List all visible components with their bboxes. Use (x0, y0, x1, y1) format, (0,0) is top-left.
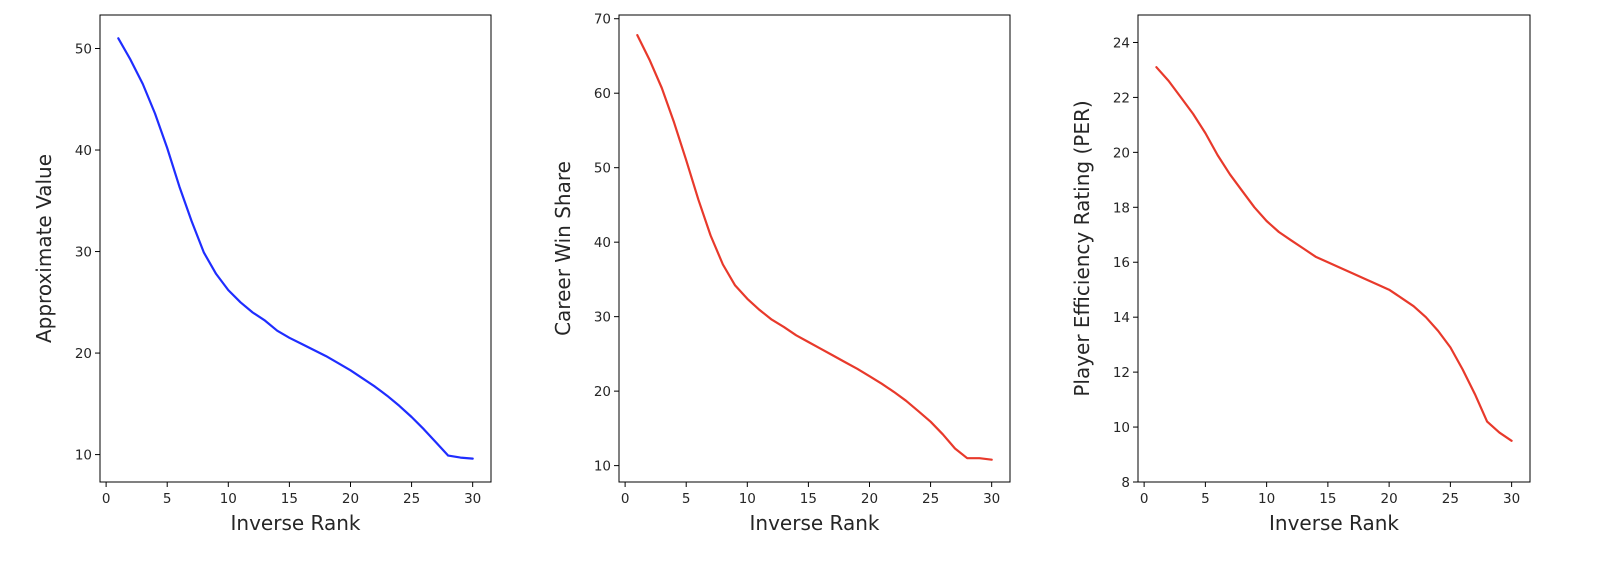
y-tick-label: 20 (75, 346, 92, 362)
x-tick-label: 5 (163, 491, 172, 507)
subplot-approximate-value: 0 5 10 15 20 25 30 10 20 30 40 50 Inverse Rank Approx… (32, 14, 492, 535)
x-tick-label: 20 (861, 491, 878, 507)
plot-frame (1137, 14, 1531, 483)
y-axis-label: Approximate Value (32, 154, 56, 343)
y-tick-label: 18 (1113, 200, 1130, 216)
series-line (636, 33, 993, 461)
x-tick-label: 0 (102, 491, 111, 507)
x-tick-label: 30 (464, 491, 481, 507)
x-tick-label: 5 (682, 491, 691, 507)
x-tick-label: 15 (800, 491, 817, 507)
y-tick-label: 10 (75, 448, 92, 464)
x-tick-label: 15 (281, 491, 298, 507)
x-tick-label: 25 (1442, 491, 1459, 507)
x-tick-label: 20 (342, 491, 359, 507)
y-axis-label: Career Win Share (551, 161, 575, 336)
y-tick-label: 50 (594, 161, 611, 177)
y-tick-label: 30 (594, 310, 611, 326)
y-tick-label: 8 (1121, 475, 1130, 491)
x-tick-label: 25 (922, 491, 939, 507)
y-tick-label: 30 (75, 245, 92, 261)
x-tick-label: 10 (739, 491, 756, 507)
y-tick-label: 40 (75, 143, 92, 159)
x-tick-label: 25 (403, 491, 420, 507)
x-tick-label: 30 (983, 491, 1000, 507)
series-line (1155, 66, 1513, 442)
y-tick-label: 12 (1113, 365, 1130, 381)
subplot-player-efficiency-rating: 0 5 10 15 20 25 30 8 10 12 14 16 18 20 22 24 Inverse Ran… (1070, 14, 1531, 535)
x-axis-label: Inverse Rank (1269, 511, 1399, 535)
y-tick-label: 22 (1113, 90, 1130, 106)
x-tick-label: 0 (621, 491, 630, 507)
y-tick-label: 16 (1113, 255, 1130, 271)
x-tick-label: 30 (1503, 491, 1520, 507)
y-tick-label: 10 (594, 459, 611, 475)
y-tick-label: 20 (1113, 145, 1130, 161)
plot-frame (618, 14, 1011, 483)
series-line (117, 37, 474, 460)
x-tick-label: 5 (1201, 491, 1210, 507)
y-tick-label: 10 (1113, 420, 1130, 436)
subplot-career-win-share: 0 5 10 15 20 25 30 10 20 30 40 50 60 70 Inverse Rank Ca… (551, 12, 1011, 535)
y-tick-label: 14 (1113, 310, 1130, 326)
y-tick-label: 70 (594, 12, 611, 28)
y-tick-label: 50 (75, 42, 92, 58)
x-tick-label: 10 (1258, 491, 1275, 507)
y-tick-label: 24 (1113, 35, 1130, 51)
x-tick-label: 0 (1140, 491, 1149, 507)
y-tick-label: 20 (594, 384, 611, 400)
y-axis-label: Player Efficiency Rating (PER) (1070, 100, 1094, 396)
plot-frame (99, 14, 492, 483)
x-axis-label: Inverse Rank (231, 511, 361, 535)
y-tick-label: 60 (594, 86, 611, 102)
x-tick-label: 20 (1381, 491, 1398, 507)
x-tick-label: 15 (1319, 491, 1336, 507)
x-axis-label: Inverse Rank (750, 511, 880, 535)
x-tick-label: 10 (220, 491, 237, 507)
y-tick-label: 40 (594, 235, 611, 251)
